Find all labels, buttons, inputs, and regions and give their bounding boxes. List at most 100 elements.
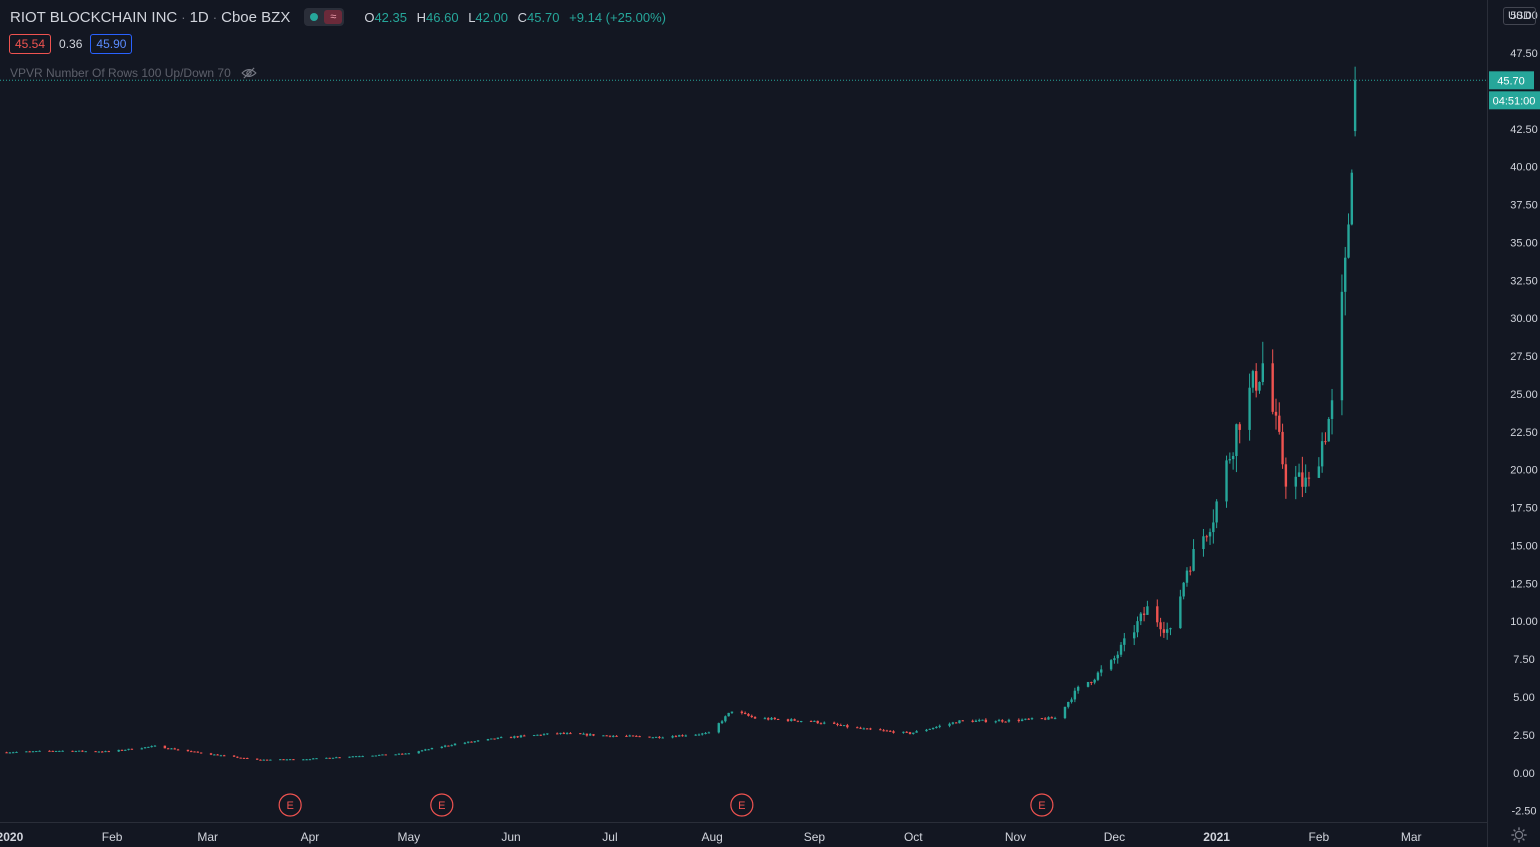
- candle: [397, 753, 401, 755]
- candle: [35, 750, 38, 753]
- candle: [1304, 464, 1307, 493]
- candle: [753, 716, 757, 719]
- candle: [1274, 398, 1278, 430]
- candle: [836, 722, 839, 727]
- candle: [28, 750, 31, 753]
- candle: [1324, 432, 1327, 445]
- candle: [1205, 534, 1208, 542]
- candle: [1053, 716, 1057, 720]
- candle: [377, 754, 381, 756]
- last-price-value: 45.70: [1497, 75, 1525, 87]
- candle: [556, 732, 559, 735]
- candle: [519, 734, 523, 738]
- candle: [605, 735, 608, 737]
- candle: [269, 759, 272, 761]
- candle: [885, 729, 889, 732]
- vpvr-indicator[interactable]: VPVR Number Of Rows 100 Up/Down 70: [10, 66, 257, 80]
- candle: [117, 749, 120, 752]
- candle: [701, 732, 704, 736]
- candle: [1258, 381, 1261, 394]
- candle: [1185, 567, 1189, 587]
- candle: [338, 757, 341, 759]
- candle: [31, 750, 35, 753]
- time-tick-label: Mar: [1401, 830, 1422, 844]
- candle: [542, 733, 546, 736]
- candle: [1070, 697, 1073, 704]
- candle: [625, 734, 628, 737]
- time-tick-label: Sep: [804, 830, 826, 844]
- candle: [101, 751, 104, 753]
- candle: [730, 711, 734, 714]
- price-axis[interactable]: 50.00 47.50 42.50 40.00 37.50 35.00 32.50 30.00…: [1510, 10, 1538, 817]
- candle: [516, 735, 519, 739]
- candle: [450, 744, 453, 747]
- spread-value: 0.36: [59, 37, 83, 51]
- time-axis[interactable]: 2020 Feb Mar Apr May Jun Jul Aug Sep Oct Nov Dec 202…: [0, 830, 1422, 844]
- candle: [1297, 463, 1301, 477]
- candle: [1142, 606, 1146, 622]
- price-tick-label: 27.50: [1510, 351, 1538, 363]
- candle: [97, 751, 101, 753]
- candle: [681, 734, 684, 737]
- currency-button[interactable]: USD: [1503, 7, 1537, 25]
- candle: [292, 759, 295, 761]
- candle: [153, 745, 157, 747]
- candle: [1159, 617, 1162, 637]
- gear-icon[interactable]: [1510, 826, 1528, 844]
- ask-button[interactable]: 45.90: [90, 34, 133, 54]
- symbol-name[interactable]: RIOT BLOCKCHAIN INC: [10, 8, 178, 26]
- candle: [358, 755, 361, 758]
- candle: [1202, 528, 1205, 557]
- candle: [1096, 671, 1100, 682]
- candle: [1340, 274, 1344, 416]
- candle: [770, 716, 773, 721]
- candle: [592, 734, 595, 737]
- candle: [674, 735, 678, 738]
- candle: [842, 725, 846, 727]
- candle: [1353, 66, 1357, 137]
- bid-button[interactable]: 45.54: [9, 34, 52, 54]
- candle: [216, 753, 219, 756]
- candle: [71, 750, 74, 752]
- price-tick-label: 2.50: [1513, 730, 1534, 742]
- interval[interactable]: 1D: [189, 8, 209, 26]
- candle: [209, 752, 213, 756]
- candle: [588, 733, 592, 736]
- candle: [948, 722, 951, 728]
- candle: [265, 759, 269, 761]
- candle: [569, 732, 572, 735]
- earnings-marker[interactable]: E: [278, 793, 302, 817]
- candle: [130, 748, 134, 750]
- candle: [1090, 681, 1093, 686]
- earnings-marker[interactable]: E: [1030, 793, 1054, 817]
- candle: [453, 743, 457, 746]
- price-tick-label: 25.00: [1510, 389, 1538, 401]
- market-status-toggle[interactable]: ≈: [304, 8, 345, 26]
- candle: [928, 728, 931, 730]
- candle: [1067, 701, 1070, 709]
- candle: [196, 751, 200, 753]
- candle: [1100, 665, 1103, 677]
- candle: [285, 759, 289, 761]
- earnings-marker[interactable]: E: [430, 793, 454, 817]
- candle: [239, 757, 242, 759]
- candle: [1086, 681, 1090, 688]
- candle: [915, 730, 918, 733]
- candle: [1007, 718, 1011, 723]
- low-value: 42.00: [475, 9, 508, 25]
- candle: [199, 752, 203, 754]
- candle: [236, 756, 239, 759]
- candle: [1133, 625, 1136, 646]
- candle: [931, 727, 935, 730]
- candle: [401, 753, 404, 755]
- candle: [1235, 423, 1238, 473]
- candle: [612, 735, 615, 738]
- candle: [671, 735, 674, 739]
- candle: [862, 727, 866, 730]
- candle: [143, 747, 147, 749]
- candle: [1063, 706, 1067, 720]
- eye-off-icon[interactable]: [241, 67, 257, 79]
- candle: [1192, 539, 1195, 572]
- earnings-marker[interactable]: E: [730, 793, 754, 817]
